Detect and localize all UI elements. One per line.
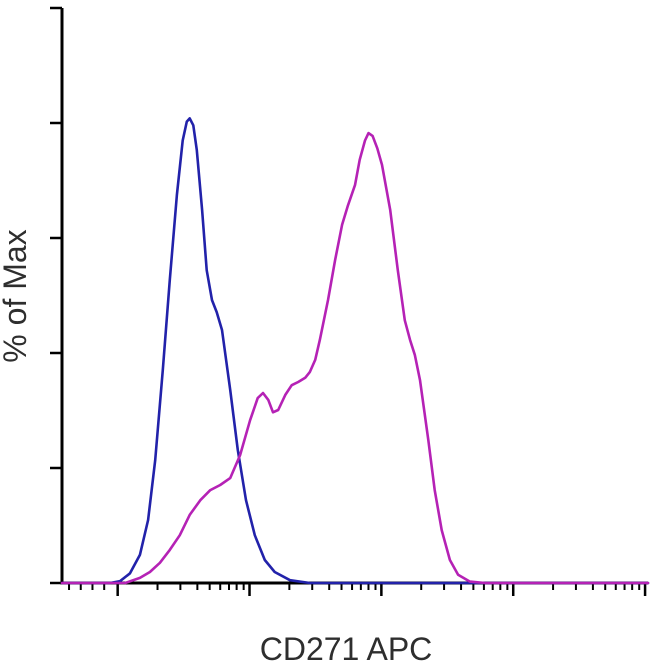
histogram-curves — [60, 117, 650, 585]
x-axis-label: CD271 APC — [260, 631, 433, 667]
curve-cd271-apc-stained-magenta — [60, 131, 650, 585]
y-axis-label: % of Max — [0, 229, 33, 362]
x-axis-ticks — [68, 583, 647, 596]
curve-unstained-control-blue — [60, 117, 650, 585]
y-axis-ticks — [50, 6, 62, 585]
